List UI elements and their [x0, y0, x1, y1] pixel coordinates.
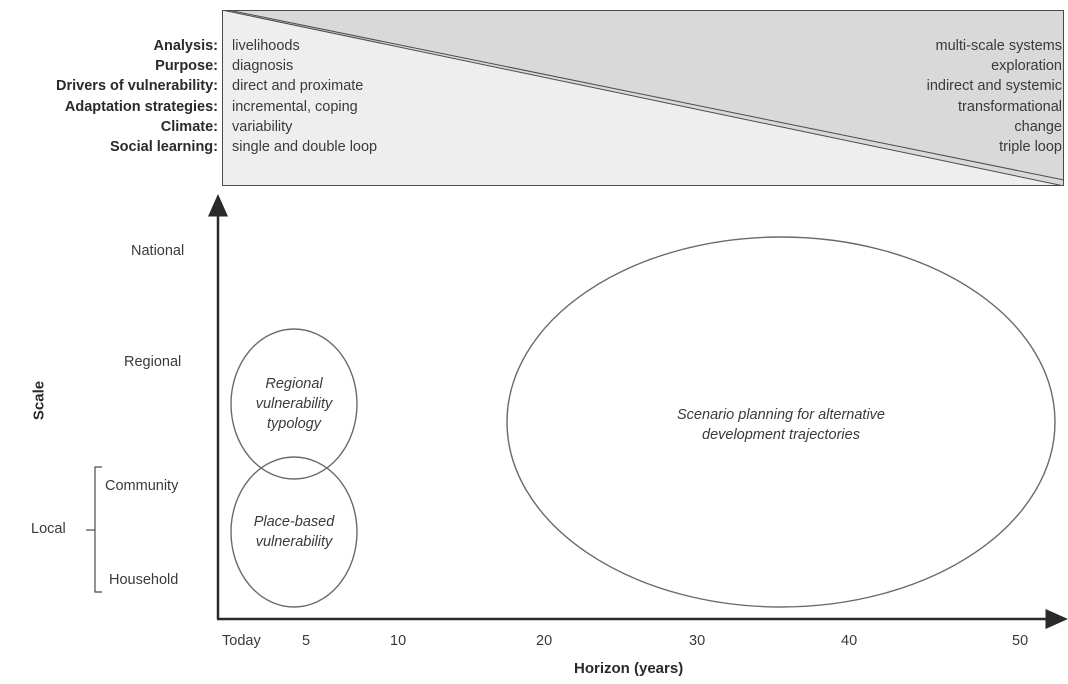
y-axis-title: Scale [30, 380, 48, 421]
left-drivers: direct and proximate [232, 78, 364, 95]
label-climate: Climate: [160, 118, 218, 135]
x-tick-5: 5 [302, 633, 311, 649]
right-adaptation: transformational [958, 98, 1062, 115]
regional-typology-ellipse [230, 328, 358, 480]
left-descriptors: livelihoods diagnosis direct and proxima… [232, 36, 377, 157]
diagonal-line-a [222, 10, 1064, 186]
x-tick-today: Today [222, 633, 261, 649]
box-border [222, 10, 1064, 186]
left-climate: variability [232, 118, 293, 135]
label-drivers: Drivers of vulnerability: [56, 78, 218, 95]
right-purpose: exploration [991, 58, 1062, 75]
right-climate: change [1014, 118, 1062, 135]
scenario-planning-label: Scenario planning for alternative develo… [677, 407, 885, 443]
gradient-box [222, 10, 1064, 186]
place-based-label: Place-based vulnerability [253, 514, 335, 550]
left-analysis: livelihoods [232, 38, 300, 54]
y-level-community: Community [105, 478, 179, 494]
x-tick-10: 10 [390, 633, 407, 649]
right-descriptors: multi-scale systems exploration indirect… [927, 36, 1062, 157]
label-adaptation: Adaptation strategies: [64, 98, 218, 115]
scenario-planning-ellipse [506, 236, 1056, 608]
label-analysis: Analysis: [153, 38, 218, 54]
y-group-local: Local [31, 521, 66, 537]
x-axis-title: Horizon (years) [574, 660, 684, 677]
y-level-regional: Regional [124, 354, 182, 370]
dimension-labels: Analysis: Purpose: Drivers of vulnerabil… [0, 36, 218, 157]
left-purpose: diagnosis [232, 58, 294, 75]
x-tick-30: 30 [689, 633, 706, 649]
y-level-household: Household [109, 572, 179, 588]
x-tick-50: 50 [1012, 633, 1029, 649]
x-tick-40: 40 [841, 633, 858, 649]
label-social-learning: Social learning: [110, 139, 218, 156]
left-social-learning: single and double loop [232, 139, 378, 156]
diagonal-line-b [227, 10, 1064, 181]
label-purpose: Purpose: [155, 58, 218, 75]
right-social-learning: triple loop [999, 139, 1062, 156]
right-analysis: multi-scale systems [935, 38, 1063, 54]
place-based-ellipse [230, 456, 358, 608]
x-tick-20: 20 [536, 633, 553, 649]
right-drivers: indirect and systemic [926, 78, 1062, 95]
left-adaptation: incremental, coping [232, 98, 358, 115]
local-bracket [94, 466, 102, 593]
y-level-national: National [131, 243, 185, 259]
regional-typology-label: Regional vulnerability typology [255, 376, 333, 432]
